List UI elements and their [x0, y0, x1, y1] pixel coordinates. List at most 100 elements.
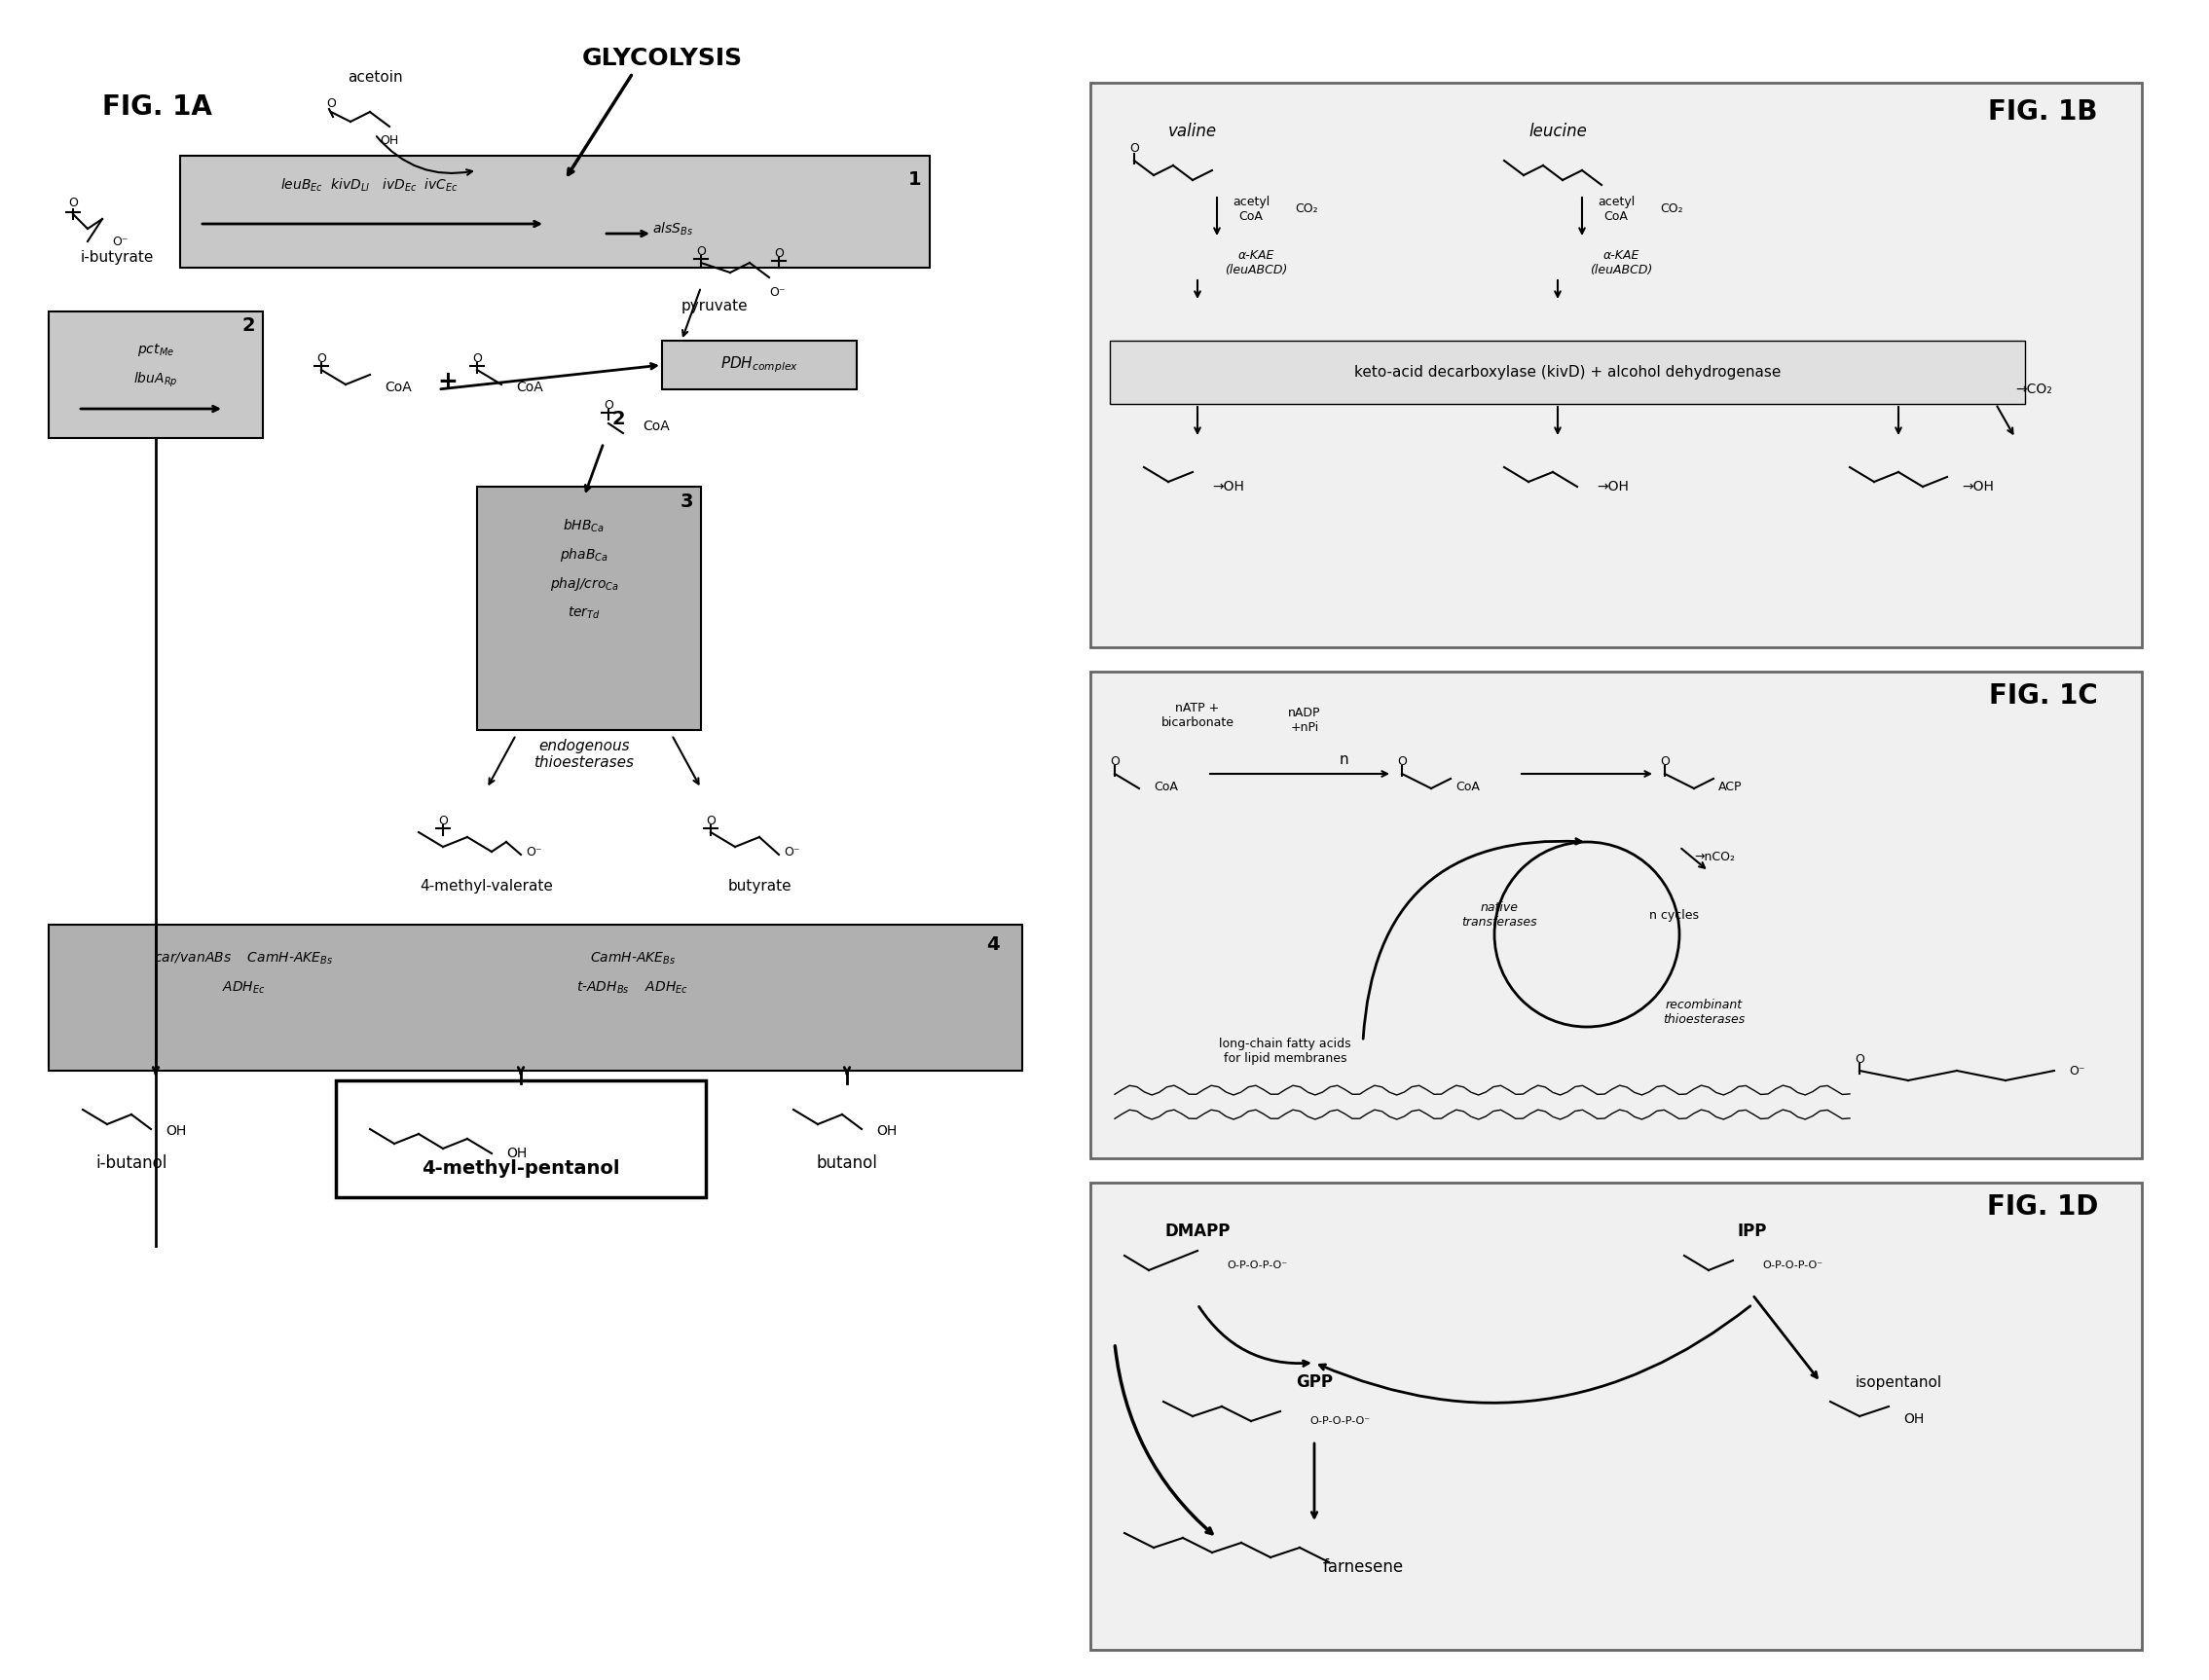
- Text: CO₂: CO₂: [1659, 203, 1683, 215]
- Text: O: O: [1396, 754, 1407, 768]
- Text: OH: OH: [166, 1124, 186, 1137]
- Text: keto-acid decarboxylase (kivD) + alcohol dehydrogenase: keto-acid decarboxylase (kivD) + alcohol…: [1354, 366, 1780, 380]
- Text: phaB$_{Ca}$: phaB$_{Ca}$: [559, 546, 607, 563]
- Bar: [49, 311, 263, 438]
- Text: 1: 1: [908, 171, 921, 190]
- Text: butyrate: butyrate: [727, 879, 791, 894]
- Text: 2: 2: [612, 410, 625, 428]
- Text: GPP: GPP: [1297, 1373, 1332, 1391]
- Text: 4-methyl-pentanol: 4-methyl-pentanol: [422, 1159, 621, 1178]
- Text: OH: OH: [877, 1124, 897, 1137]
- Text: CoA: CoA: [643, 420, 669, 433]
- Text: O: O: [696, 245, 705, 257]
- Text: O: O: [1659, 754, 1670, 768]
- Bar: [1091, 1183, 2143, 1650]
- Text: α-KAE
(leuABCD): α-KAE (leuABCD): [1590, 249, 1652, 277]
- Text: O: O: [473, 351, 482, 365]
- Text: acetoin: acetoin: [347, 71, 402, 86]
- Text: 2: 2: [241, 318, 254, 336]
- Text: ACP: ACP: [1719, 780, 1743, 793]
- Text: car/vanABs    CamH-AKE$_{Bs}$: car/vanABs CamH-AKE$_{Bs}$: [155, 951, 334, 966]
- Text: i-butyrate: i-butyrate: [80, 250, 152, 265]
- Text: FIG. 1A: FIG. 1A: [102, 94, 212, 121]
- Bar: [181, 156, 930, 267]
- Text: CoA: CoA: [1153, 780, 1177, 793]
- Text: →OH: →OH: [1962, 480, 1995, 494]
- Text: O-P-O-P-O⁻: O-P-O-P-O⁻: [1310, 1416, 1370, 1426]
- Text: O⁻: O⁻: [526, 845, 541, 858]
- Bar: [336, 1080, 707, 1198]
- Text: leuB$_{Ec}$  kivD$_{Ll}$   ivD$_{Ec}$  ivC$_{Ec}$: leuB$_{Ec}$ kivD$_{Ll}$ ivD$_{Ec}$ ivC$_…: [281, 176, 459, 193]
- Text: native
transferases: native transferases: [1462, 902, 1537, 929]
- Text: α-KAE
(leuABCD): α-KAE (leuABCD): [1224, 249, 1288, 277]
- Text: O: O: [1856, 1053, 1864, 1065]
- Bar: [663, 341, 857, 390]
- Text: PDH$_{complex}$: PDH$_{complex}$: [720, 354, 797, 375]
- Text: 4-methyl-valerate: 4-methyl-valerate: [420, 879, 554, 894]
- Text: CoA: CoA: [1456, 780, 1480, 793]
- Text: butanol: butanol: [817, 1154, 877, 1173]
- Text: ADH$_{Ec}$: ADH$_{Ec}$: [221, 979, 265, 996]
- Text: →OH: →OH: [1597, 480, 1628, 494]
- Bar: [477, 487, 700, 731]
- Text: O: O: [1129, 143, 1140, 155]
- Bar: [1091, 82, 2143, 647]
- Text: →nCO₂: →nCO₂: [1694, 850, 1734, 864]
- Text: 4: 4: [987, 934, 1001, 953]
- Text: farnesene: farnesene: [1323, 1559, 1403, 1576]
- Text: recombinant
thioesterases: recombinant thioesterases: [1663, 998, 1745, 1026]
- Bar: [1109, 341, 2026, 403]
- Text: O: O: [603, 398, 614, 412]
- Text: CoA: CoA: [384, 381, 411, 395]
- Text: t-ADH$_{Bs}$    ADH$_{Ec}$: t-ADH$_{Bs}$ ADH$_{Ec}$: [577, 979, 689, 996]
- Text: O⁻: O⁻: [784, 845, 800, 858]
- Text: nATP +
bicarbonate: nATP + bicarbonate: [1162, 702, 1235, 729]
- Text: lbuA$_{Rp}$: lbuA$_{Rp}$: [133, 370, 179, 390]
- Text: endogenous
thioesterases: endogenous thioesterases: [535, 739, 634, 769]
- Text: bHB$_{Ca}$: bHB$_{Ca}$: [563, 517, 605, 534]
- Text: i-butanol: i-butanol: [95, 1154, 168, 1173]
- Text: O: O: [316, 351, 327, 365]
- Text: leucine: leucine: [1529, 123, 1586, 139]
- Text: O: O: [707, 815, 716, 827]
- Text: O-P-O-P-O⁻: O-P-O-P-O⁻: [1763, 1260, 1822, 1270]
- Text: O: O: [68, 197, 77, 208]
- Text: FIG. 1B: FIG. 1B: [1988, 99, 2099, 126]
- Text: OH: OH: [380, 134, 400, 148]
- Text: O-P-O-P-O⁻: O-P-O-P-O⁻: [1226, 1260, 1288, 1270]
- Text: DMAPP: DMAPP: [1164, 1223, 1230, 1240]
- Text: IPP: IPP: [1738, 1223, 1767, 1240]
- Text: O: O: [1109, 754, 1120, 768]
- Text: O⁻: O⁻: [113, 235, 128, 247]
- Text: long-chain fatty acids
for lipid membranes: long-chain fatty acids for lipid membran…: [1219, 1038, 1352, 1065]
- Text: ter$_{Td}$: ter$_{Td}$: [568, 605, 601, 622]
- Text: CO₂: CO₂: [1294, 203, 1319, 215]
- Text: CoA: CoA: [517, 381, 543, 395]
- Text: pyruvate: pyruvate: [683, 299, 749, 314]
- Text: →CO₂: →CO₂: [2015, 383, 2052, 396]
- Bar: [1091, 672, 2143, 1158]
- Text: O: O: [773, 247, 784, 259]
- Text: isopentanol: isopentanol: [1856, 1374, 1942, 1389]
- Text: O⁻: O⁻: [2070, 1065, 2085, 1077]
- Text: 3: 3: [680, 492, 694, 511]
- Text: FIG. 1D: FIG. 1D: [1986, 1193, 2099, 1221]
- Text: OH: OH: [506, 1147, 528, 1161]
- Text: CamH-AKE$_{Bs}$: CamH-AKE$_{Bs}$: [590, 951, 676, 966]
- Text: valine: valine: [1169, 123, 1217, 139]
- Text: FIG. 1C: FIG. 1C: [1990, 682, 2099, 709]
- Text: acetyl
CoA: acetyl CoA: [1597, 195, 1635, 223]
- Text: O⁻: O⁻: [769, 286, 784, 299]
- Text: phaJ/cro$_{Ca}$: phaJ/cro$_{Ca}$: [550, 575, 619, 593]
- Text: →OH: →OH: [1213, 480, 1244, 494]
- Text: nADP
+nPi: nADP +nPi: [1288, 707, 1321, 734]
- Text: alsS$_{Bs}$: alsS$_{Bs}$: [652, 220, 694, 237]
- Text: +: +: [437, 370, 457, 393]
- Text: pct$_{Me}$: pct$_{Me}$: [137, 343, 175, 358]
- Bar: [49, 924, 1023, 1070]
- Text: n: n: [1339, 753, 1347, 766]
- Text: acetyl
CoA: acetyl CoA: [1233, 195, 1270, 223]
- Text: O: O: [437, 815, 448, 827]
- Text: GLYCOLYSIS: GLYCOLYSIS: [581, 47, 742, 71]
- Text: O: O: [327, 97, 336, 111]
